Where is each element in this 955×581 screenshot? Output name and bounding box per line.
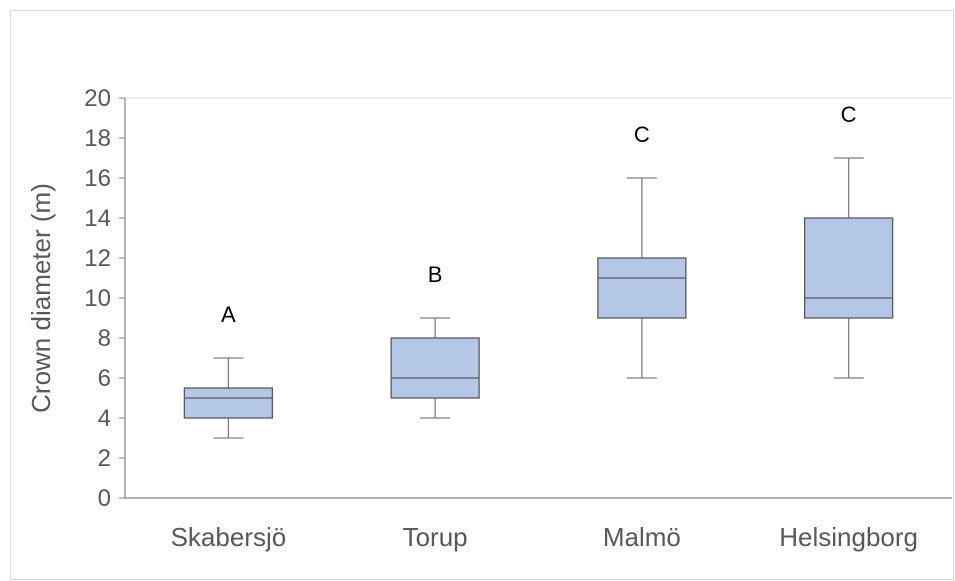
y-tick-label: 14 bbox=[84, 205, 111, 232]
y-tick-label: 18 bbox=[84, 125, 111, 152]
y-tick-label: 16 bbox=[84, 165, 111, 192]
group-letter: C bbox=[841, 102, 857, 127]
box-group bbox=[803, 157, 894, 379]
iqr-box bbox=[183, 387, 274, 419]
y-tick-label: 6 bbox=[98, 365, 111, 392]
y-tick-label: 20 bbox=[84, 85, 111, 112]
x-category-label: Helsingborg bbox=[779, 522, 918, 552]
y-tick-label: 10 bbox=[84, 285, 111, 312]
y-tick-label: 2 bbox=[98, 445, 111, 472]
y-tick-label: 0 bbox=[98, 485, 111, 512]
group-letter: C bbox=[634, 122, 650, 147]
x-category-labels: Skabersjö Torup Malmö Helsingborg bbox=[171, 522, 918, 552]
chart-frame bbox=[10, 10, 954, 580]
boxes bbox=[183, 157, 894, 439]
box-group bbox=[183, 357, 274, 439]
group-letter: B bbox=[428, 262, 443, 287]
y-tick-label: 8 bbox=[98, 325, 111, 352]
y-tick-label: 12 bbox=[84, 245, 111, 272]
group-letters: A B C C bbox=[221, 102, 857, 327]
x-category-label: Torup bbox=[403, 522, 468, 552]
iqr-box bbox=[390, 337, 480, 399]
y-tick-label: 4 bbox=[98, 405, 111, 432]
iqr-box bbox=[597, 257, 687, 319]
y-axis-label: Crown diameter (m) bbox=[26, 183, 56, 413]
box-group bbox=[390, 317, 480, 419]
group-letter: A bbox=[221, 302, 236, 327]
y-tick-labels: 0 2 4 6 8 10 12 14 16 18 20 bbox=[84, 85, 125, 512]
iqr-box bbox=[803, 217, 894, 319]
x-category-label: Skabersjö bbox=[171, 522, 287, 552]
box-group bbox=[597, 177, 687, 379]
x-category-label: Malmö bbox=[603, 522, 681, 552]
